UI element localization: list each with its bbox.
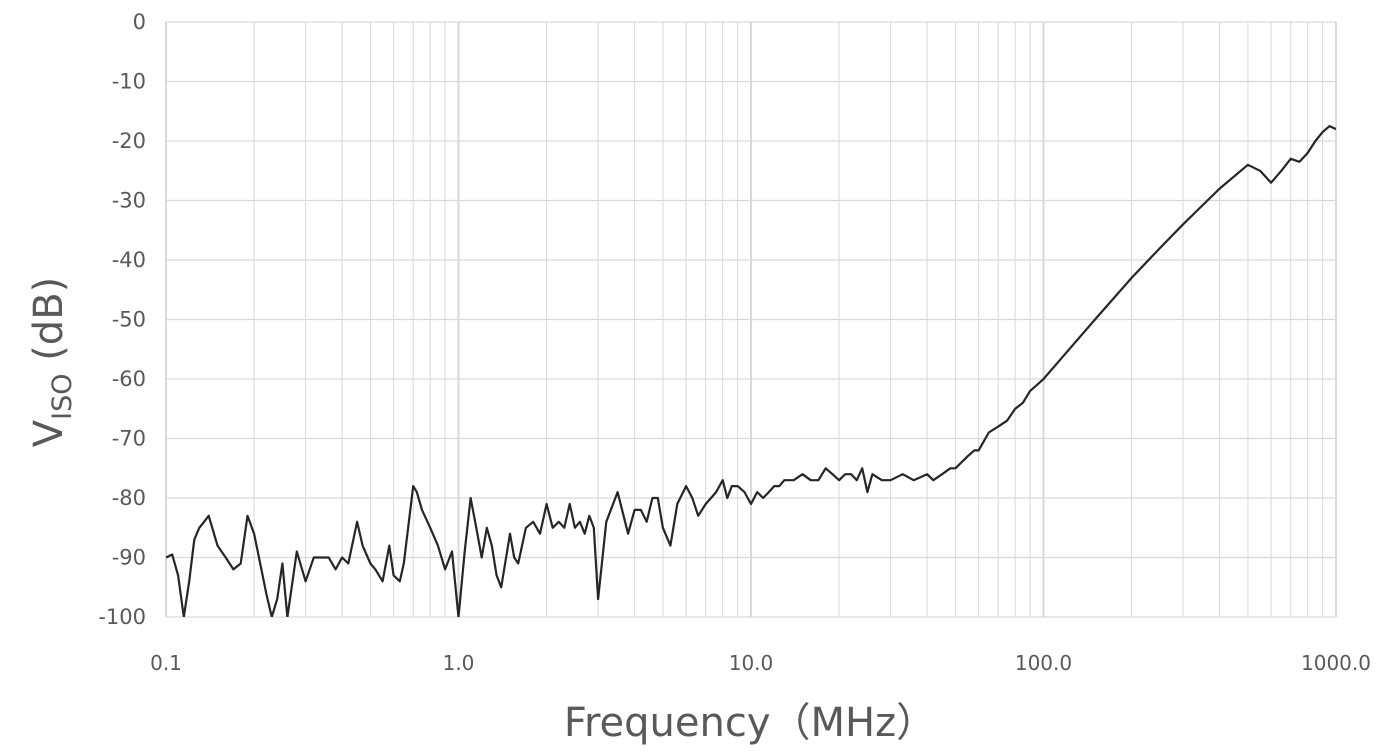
y-axis-title-main: V [26,419,72,447]
x-tick-label: 1.0 [443,651,475,675]
grid-layer [165,21,1337,618]
y-tick-label: 0 [133,10,146,34]
x-tick-labels: 0.1 1.0 10.0 100.0 1000.0 [150,651,1371,675]
y-tick-label: -80 [112,486,146,510]
viso-series-line [166,125,1336,617]
x-tick-label: 1000.0 [1301,651,1371,675]
y-tick-label: -30 [112,189,146,213]
x-axis-title: Frequency（MHz） [564,700,936,746]
y-axis-title: VISO (dB) [26,277,78,448]
series-layer [166,125,1336,617]
x-tick-label: 0.1 [150,651,182,675]
y-tick-label: -40 [112,248,146,272]
y-tick-label: -50 [112,308,146,332]
y-axis-title-suffix: (dB) [26,277,72,374]
y-tick-label: -20 [112,129,146,153]
x-tick-label: 10.0 [729,651,774,675]
y-tick-label: -60 [112,367,146,391]
y-tick-label: -100 [98,605,146,629]
y-tick-label: -90 [112,546,146,570]
y-axis-title-subscript: ISO [47,374,78,420]
y-tick-label: -70 [112,427,146,451]
x-tick-label: 100.0 [1015,651,1072,675]
y-tick-label: -10 [112,70,146,94]
y-tick-labels: 0 -10 -20 -30 -40 -50 -60 -70 -80 -90 -100 [98,10,146,629]
